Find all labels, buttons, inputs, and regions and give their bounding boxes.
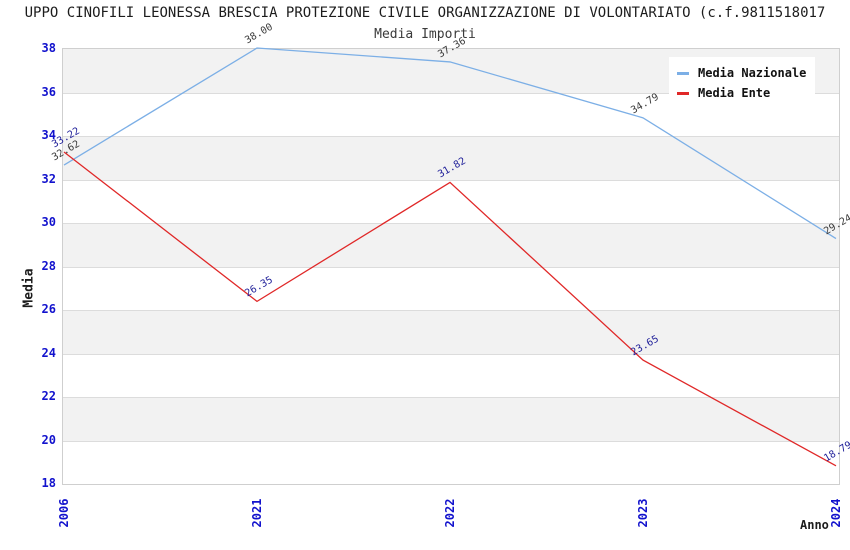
x-tick-label: 2024 <box>829 498 843 528</box>
plot-band <box>63 136 839 180</box>
y-tick-label: 26 <box>41 302 56 316</box>
legend-item: Media Ente <box>677 86 807 100</box>
y-tick-label: 24 <box>41 345 56 360</box>
chart-subtitle: Media Importi <box>374 27 476 42</box>
gridline <box>63 92 839 94</box>
chart-title: UPPO CINOFILI LEONESSA BRESCIA PROTEZION… <box>24 5 826 21</box>
y-axis-title: Media <box>21 267 37 308</box>
y-tick-label: 28 <box>41 258 56 273</box>
y-tick-label: 34 <box>41 128 56 142</box>
plot-band <box>63 310 839 354</box>
y-tick-label: 36 <box>41 84 56 99</box>
y-tick-label: 30 <box>41 215 56 229</box>
gridline <box>63 310 839 311</box>
gridline <box>63 136 839 137</box>
value-label: 38.00 <box>243 21 275 47</box>
plot-band <box>63 223 839 267</box>
legend-label: Media Nazionale <box>698 66 807 80</box>
gridline <box>63 179 839 181</box>
series-line-media-nazionale <box>63 47 837 240</box>
plot-band <box>63 397 839 441</box>
y-tick-label: 22 <box>41 389 56 403</box>
plot-area <box>62 48 840 485</box>
y-tick-label: 38 <box>41 41 56 55</box>
legend-line-swatch <box>677 91 689 95</box>
gridline <box>63 223 839 224</box>
legend-label: Media Ente <box>698 86 771 100</box>
x-axis-title: Anno <box>800 518 829 532</box>
gridline <box>63 397 839 398</box>
series-lines <box>63 47 837 467</box>
x-tick-label: 2006 <box>57 498 71 528</box>
gridline <box>63 353 839 355</box>
y-tick-label: 18 <box>41 476 56 490</box>
legend-line-swatch <box>677 71 689 75</box>
gridline <box>63 440 839 442</box>
x-tick-label: 2023 <box>636 498 650 528</box>
series-line-media-ente <box>63 151 837 467</box>
legend-item: Media Nazionale <box>677 66 807 80</box>
y-tick-label: 20 <box>41 432 56 447</box>
x-tick-label: 2021 <box>250 498 264 528</box>
gridline <box>63 266 839 268</box>
y-tick-label: 32 <box>41 171 56 186</box>
legend: Media Nazionale Media Ente <box>669 57 815 108</box>
x-tick-label: 2022 <box>443 498 457 528</box>
